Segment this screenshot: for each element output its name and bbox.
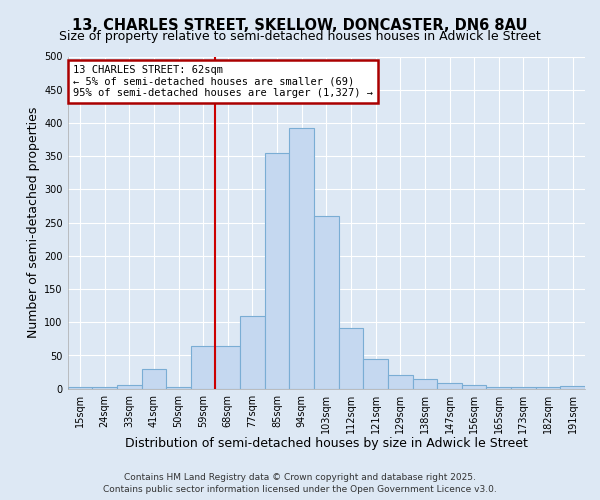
Bar — [413, 380, 437, 388]
Bar — [560, 386, 585, 388]
Bar — [265, 153, 289, 388]
Bar — [363, 360, 388, 388]
Text: Size of property relative to semi-detached houses houses in Adwick le Street: Size of property relative to semi-detach… — [59, 30, 541, 43]
Bar — [142, 369, 166, 388]
Bar — [462, 386, 487, 388]
Bar — [289, 128, 314, 388]
Text: 13 CHARLES STREET: 62sqm
← 5% of semi-detached houses are smaller (69)
95% of se: 13 CHARLES STREET: 62sqm ← 5% of semi-de… — [73, 65, 373, 98]
Bar — [117, 386, 142, 388]
Text: 13, CHARLES STREET, SKELLOW, DONCASTER, DN6 8AU: 13, CHARLES STREET, SKELLOW, DONCASTER, … — [72, 18, 528, 32]
Bar — [215, 346, 240, 389]
Bar — [338, 328, 363, 388]
Bar — [437, 384, 462, 388]
X-axis label: Distribution of semi-detached houses by size in Adwick le Street: Distribution of semi-detached houses by … — [125, 437, 528, 450]
Y-axis label: Number of semi-detached properties: Number of semi-detached properties — [27, 107, 40, 338]
Bar — [240, 316, 265, 388]
Bar — [388, 376, 413, 388]
Text: Contains HM Land Registry data © Crown copyright and database right 2025.
Contai: Contains HM Land Registry data © Crown c… — [103, 472, 497, 494]
Bar — [191, 346, 215, 389]
Bar — [314, 216, 338, 388]
